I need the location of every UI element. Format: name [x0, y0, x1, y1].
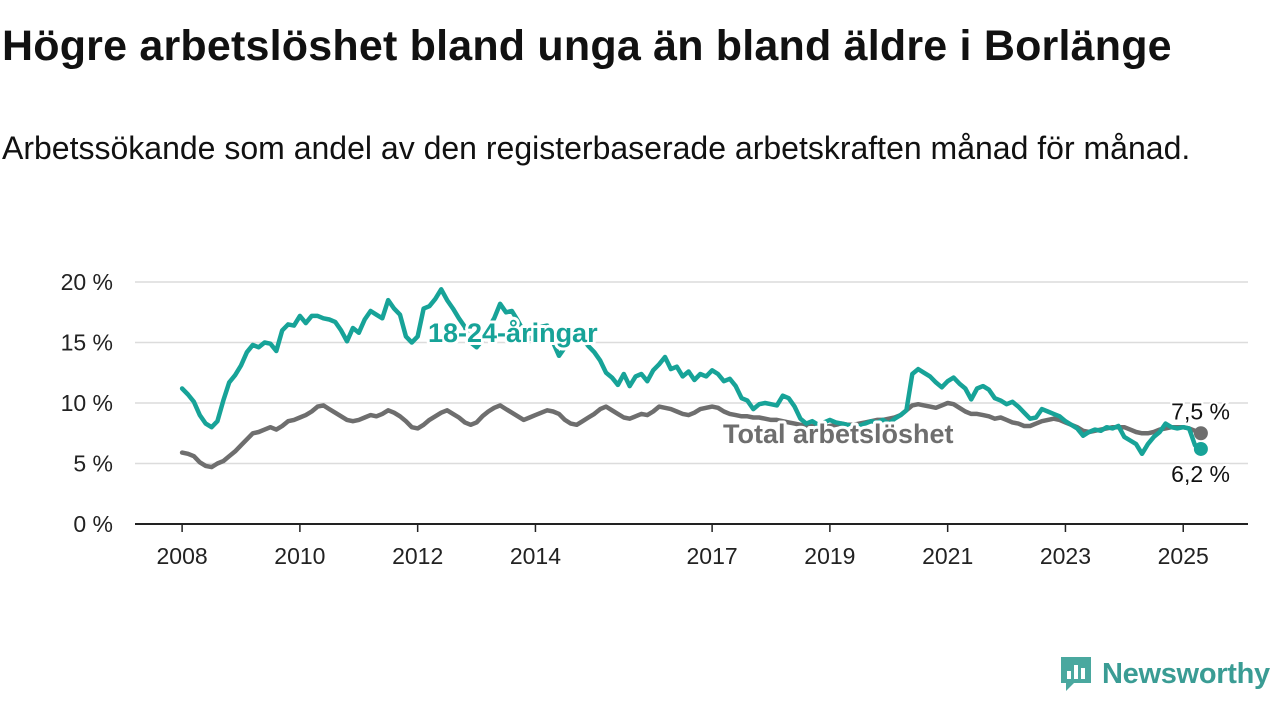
youth-series-label: 18-24-åringar — [428, 318, 598, 348]
x-tick-label: 2008 — [157, 543, 208, 569]
y-tick-label: 20 % — [61, 269, 113, 295]
gridlines — [135, 281, 1248, 465]
newsworthy-logo-icon — [1061, 657, 1091, 691]
chart-subtitle: Arbetssökande som andel av den registerb… — [2, 130, 1191, 166]
x-tick-label: 2012 — [392, 543, 443, 569]
youth-line — [179, 287, 1204, 457]
series-labels: 18-24-åringar Total arbetslöshet 7,5 % 6,2 … — [425, 315, 1232, 489]
total-end-label: 7,5 % — [1171, 398, 1230, 424]
total-series-label: Total arbetslöshet — [723, 419, 954, 449]
total-end-point — [1193, 426, 1208, 441]
x-tick-label: 2023 — [1040, 543, 1091, 569]
line-chart: 0 % 5 % 10 % 15 % 20 % 2008 2010 2012 2014 2017 20… — [61, 269, 1248, 569]
x-tick-label: 2025 — [1158, 543, 1209, 569]
y-tick-label: 5 % — [73, 451, 113, 477]
y-tick-label: 0 % — [73, 511, 113, 537]
x-tick-label: 2019 — [804, 543, 855, 569]
newsworthy-logo: Newsworthy — [1058, 652, 1270, 696]
x-tick-label: 2021 — [922, 543, 973, 569]
total-line — [179, 400, 1204, 470]
series-lines — [179, 287, 1208, 470]
youth-end-label: 6,2 % — [1171, 461, 1230, 487]
x-tick-label: 2010 — [274, 543, 325, 569]
x-tick-label: 2017 — [687, 543, 738, 569]
y-tick-label: 10 % — [61, 390, 113, 416]
chart-title: Högre arbetslöshet bland unga än bland ä… — [2, 22, 1172, 70]
x-tick-label: 2014 — [510, 543, 561, 569]
youth-end-point — [1193, 441, 1208, 456]
y-tick-label: 15 % — [61, 330, 113, 356]
brand-name: Newsworthy — [1102, 657, 1270, 690]
axes: 0 % 5 % 10 % 15 % 20 % 2008 2010 2012 2014 2017 20… — [61, 269, 1248, 569]
